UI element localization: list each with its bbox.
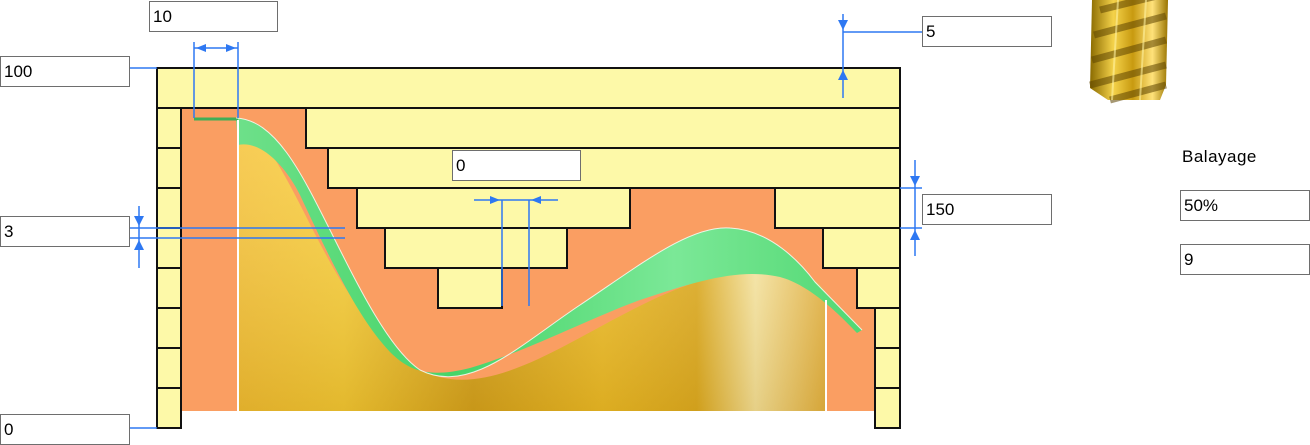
bottom-level-field[interactable] [0,414,130,445]
sweep-count-field[interactable] [1180,244,1310,275]
sweep-percent-field[interactable] [1180,190,1310,221]
end-mill-icon [1089,0,1168,104]
left-step-field[interactable] [0,216,130,247]
stock-right-step-4 [822,227,901,269]
stock-layers [156,67,901,309]
stock-left-step-5 [437,267,503,309]
step-height-field[interactable] [922,194,1052,225]
right-wall [874,307,901,429]
stock-right-step-1 [305,107,901,149]
stock-left-step-3 [356,187,631,229]
top-level-field[interactable] [0,56,130,87]
left-wall [156,107,182,429]
stock-right-step-2 [327,147,901,189]
depth-step-field[interactable] [922,16,1052,47]
top-offset-field[interactable] [149,1,278,32]
center-offset-field[interactable] [452,150,581,181]
toolpath-ribbon [236,118,862,377]
stock-left-step-4 [384,227,568,269]
stock-right-step-5 [856,267,901,309]
sweep-label: Balayage [1182,147,1257,166]
stock-top-layer [156,67,901,109]
stock-right-step-3 [774,187,901,229]
dimension-lines [130,14,922,429]
